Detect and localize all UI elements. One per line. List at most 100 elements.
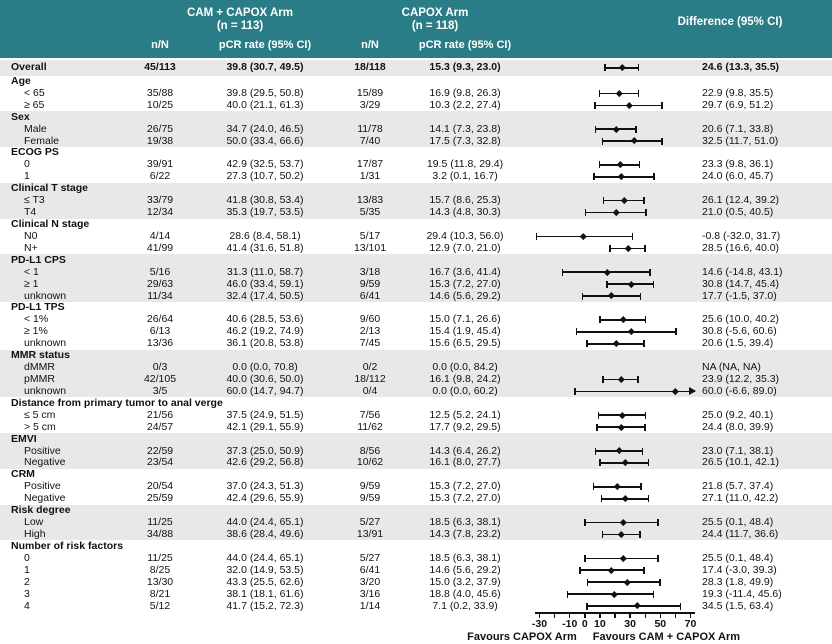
x-axis: Favours CAPOX Arm Favours CAM + CAPOX Ar… [0, 612, 832, 644]
table-row: Male 26/75 34.7 (24.0, 46.5) 11/78 14.1 (7.3… [0, 122, 832, 136]
section-header-row: Number of risk factors [0, 540, 832, 553]
arm1-pcr-value: 50.0 (33.4, 66.6) [226, 134, 304, 147]
difference-value: 30.8 (14.7, 45.4) [702, 277, 780, 290]
ci-lower-cap [594, 125, 597, 133]
col-header-arm1-nn: n/N [151, 39, 169, 51]
arm2-nn-value: 3/18 [359, 265, 381, 278]
point-estimate-marker [622, 495, 629, 502]
arm2-pcr-value: 15.4 (1.9, 45.4) [429, 325, 501, 338]
ci-upper-cap [637, 64, 640, 72]
ci-plot-cell [535, 123, 695, 135]
arm1-nn-value: 12/34 [146, 206, 174, 219]
ci-upper-cap [638, 161, 641, 169]
arm2-nn-value: 1/31 [359, 170, 381, 183]
arm1-nn-value: 24/57 [146, 420, 174, 433]
arm2-nn-value: 1/14 [359, 599, 381, 612]
subgroup-label: 4 [24, 599, 30, 612]
section-header-row: Sex [0, 110, 832, 124]
ci-plot-cell [535, 445, 695, 457]
arm1-nn-value: 13/30 [146, 575, 174, 588]
point-estimate-marker [603, 268, 611, 276]
arm1-pcr-value: 35.3 (19.7, 53.5) [226, 206, 304, 219]
ci-plot-cell [535, 529, 695, 541]
ci-lower-cap [594, 101, 597, 109]
arm1-pcr-value: 42.6 (29.2, 56.8) [226, 456, 304, 469]
arm2-nn-value: 3/16 [359, 587, 381, 600]
difference-value: 27.1 (11.0, 42.2) [702, 492, 779, 505]
arm1-nn-value: 11/25 [147, 551, 173, 564]
ci-lower-cap [579, 566, 582, 574]
point-estimate-marker [607, 566, 615, 574]
arm2-nn-value: 5/35 [359, 206, 381, 219]
arm2-nn-value: 11/62 [357, 420, 383, 433]
arm2-pcr-value: 15.0 (7.1, 26.6) [429, 313, 501, 326]
col-header-arm2-pcr: pCR rate (95% CI) [418, 39, 512, 51]
arm1-pcr-value: 38.1 (18.1, 61.6) [226, 587, 304, 600]
subgroup-label: pMMR [24, 373, 55, 385]
ci-upper-cap [657, 519, 659, 527]
table-row: unknown 13/36 36.1 (20.8, 53.8) 7/45 15.6 (6… [0, 338, 832, 350]
subgroup-label: 0 [24, 551, 30, 564]
ci-plot-cell [535, 564, 695, 576]
arm1-pcr-value: 31.3 (11.0, 58.7) [226, 265, 304, 278]
arm1-nn-value: 42/105 [143, 373, 177, 385]
ci-lower-cap [575, 328, 578, 336]
tick-label: 0 [581, 618, 588, 630]
ci-plot-cell [535, 266, 695, 278]
subgroup-label: ≥ 1 [24, 277, 39, 290]
difference-value: 20.6 (7.1, 33.8) [702, 122, 774, 135]
ci-lower-cap [604, 64, 606, 72]
table-row: Female 19/38 50.0 (33.4, 66.6) 7/40 17.5 (7.… [0, 134, 832, 148]
section-title: Sex [11, 110, 30, 123]
arm2-nn-value: 10/62 [356, 456, 384, 469]
axis-tick [569, 613, 571, 618]
arm2-nn-value: 5/27 [359, 516, 381, 529]
col-header-arm1-pcr: pCR rate (95% CI) [218, 39, 312, 51]
arm2-nn-value: 15/89 [356, 86, 384, 99]
arm2-pcr-value: 19.5 (11.8, 29.4) [426, 158, 504, 171]
arm1-nn-value: 22/59 [146, 444, 174, 457]
ci-lower-cap [598, 89, 601, 97]
subgroup-label: ≤ 5 cm [24, 408, 56, 421]
point-estimate-marker [620, 519, 627, 526]
arm1-pcr-value: 46.0 (33.4, 59.1) [226, 277, 304, 290]
arm2-nn-value: 9/60 [359, 313, 381, 326]
arm2-nn-value: 9/59 [359, 277, 381, 290]
ci-lower-cap [606, 280, 608, 288]
tick-label: -10 [562, 618, 578, 630]
ci-lower-cap [586, 602, 588, 610]
ci-upper-cap [647, 459, 650, 467]
ci-plot-cell [535, 374, 695, 386]
arm1-pcr-value: 41.7 (15.2, 72.3) [226, 599, 304, 612]
point-estimate-marker [616, 447, 623, 454]
table-row: T4 12/34 35.3 (19.7, 53.5) 5/35 14.3 (4.8, 3… [0, 207, 832, 219]
arm1-pcr-value: 40.6 (28.5, 53.6) [226, 313, 304, 326]
difference-value: 23.3 (9.8, 36.1) [702, 158, 774, 171]
ci-lower-cap [586, 340, 588, 348]
difference-value: 25.5 (0.1, 48.4) [702, 516, 774, 529]
ci-plot-cell [535, 99, 695, 111]
subgroup-label: Female [24, 134, 60, 147]
difference-value: 19.3 (-11.4, 45.6) [702, 587, 782, 600]
arm2-nn-value: 3/20 [359, 575, 381, 588]
difference-value: 28.3 (1.8, 49.9) [702, 575, 774, 588]
arm1-pcr-value: 38.6 (28.4, 49.6) [226, 527, 304, 540]
subgroup-label: > 5 cm [24, 420, 56, 433]
point-estimate-marker [620, 554, 627, 562]
ci-lower-cap [600, 495, 603, 503]
point-estimate-marker [626, 101, 633, 109]
table-row: 0 11/25 44.0 (24.4, 65.1) 5/27 18.5 (6.3, 38… [0, 551, 832, 565]
arm2-nn-value: 18/112 [354, 373, 386, 385]
arm2-pcr-value: 15.7 (8.6, 25.3) [429, 194, 501, 207]
table-row: 3 8/21 38.1 (18.1, 61.6) 3/16 18.8 (4.0, 45.… [0, 587, 832, 601]
arm1-nn-value: 39/91 [146, 158, 174, 171]
table-row: dMMR 0/3 0.0 (0.0, 70.8) 0/2 0.0 (0.0, 84.2)… [0, 362, 832, 374]
arm1-nn-value: 41/99 [146, 241, 174, 254]
arm2-nn-value: 6/41 [359, 563, 381, 576]
arm2-pcr-value: 14.1 (7.3, 23.8) [429, 122, 501, 135]
subgroup-label: 0 [24, 158, 30, 171]
ci-upper-cap [644, 244, 646, 252]
subgroup-label: 2 [24, 575, 30, 588]
arm1-nn-value: 26/75 [146, 122, 174, 135]
arm2-nn-value: 5/27 [359, 551, 381, 564]
